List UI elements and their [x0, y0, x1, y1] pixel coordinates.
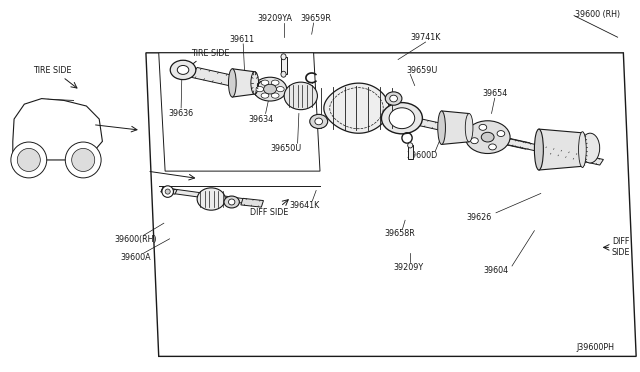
Polygon shape [161, 187, 244, 203]
Ellipse shape [261, 93, 269, 98]
Polygon shape [324, 83, 389, 133]
Polygon shape [478, 133, 604, 165]
Text: 39600A: 39600A [120, 253, 151, 262]
Text: 39654: 39654 [482, 89, 508, 98]
Circle shape [11, 142, 47, 178]
Ellipse shape [381, 103, 422, 134]
Ellipse shape [489, 144, 497, 150]
Circle shape [17, 148, 40, 171]
Ellipse shape [170, 60, 196, 80]
Ellipse shape [389, 108, 415, 129]
Text: 39658R: 39658R [385, 229, 415, 238]
Ellipse shape [261, 80, 269, 85]
Text: J39600PH: J39600PH [577, 343, 614, 352]
Ellipse shape [281, 54, 286, 60]
Ellipse shape [580, 133, 600, 163]
Ellipse shape [271, 93, 279, 98]
Circle shape [72, 148, 95, 171]
Ellipse shape [479, 124, 486, 130]
Ellipse shape [276, 87, 284, 92]
Text: 39626: 39626 [466, 213, 492, 222]
Polygon shape [159, 53, 320, 171]
Text: 39209YA: 39209YA [258, 14, 292, 23]
Ellipse shape [251, 72, 259, 94]
Ellipse shape [197, 188, 225, 210]
Ellipse shape [481, 132, 494, 142]
Ellipse shape [465, 121, 510, 154]
Circle shape [65, 142, 101, 178]
Ellipse shape [390, 95, 397, 102]
Ellipse shape [385, 92, 402, 105]
Polygon shape [408, 145, 413, 159]
Ellipse shape [271, 80, 279, 85]
Ellipse shape [534, 129, 543, 170]
Polygon shape [442, 111, 469, 144]
Polygon shape [191, 67, 240, 87]
Ellipse shape [315, 118, 323, 125]
Polygon shape [146, 53, 636, 356]
Ellipse shape [264, 84, 276, 94]
Ellipse shape [579, 132, 586, 167]
Text: 39659R: 39659R [301, 14, 332, 23]
Text: 39634: 39634 [248, 115, 274, 124]
Text: 39641K: 39641K [289, 201, 320, 210]
Ellipse shape [228, 199, 235, 205]
Ellipse shape [281, 71, 286, 77]
Ellipse shape [310, 114, 328, 128]
Polygon shape [539, 129, 582, 170]
Text: 39650U: 39650U [271, 144, 301, 153]
Text: 39659U: 39659U [406, 66, 438, 75]
Text: 39600(RH): 39600(RH) [115, 235, 157, 244]
Polygon shape [13, 99, 102, 160]
Ellipse shape [470, 138, 478, 144]
Ellipse shape [438, 111, 445, 144]
Circle shape [162, 186, 173, 197]
Ellipse shape [256, 87, 264, 92]
Text: DIFF: DIFF [612, 237, 630, 246]
Polygon shape [232, 69, 255, 97]
Ellipse shape [177, 65, 189, 74]
Text: TIRE SIDE: TIRE SIDE [191, 49, 229, 58]
Ellipse shape [497, 131, 505, 137]
Polygon shape [241, 198, 264, 207]
Text: SIDE: SIDE [612, 248, 630, 257]
Text: DIFF SIDE: DIFF SIDE [250, 208, 288, 217]
Text: 39604: 39604 [483, 266, 509, 275]
Ellipse shape [284, 82, 317, 110]
Ellipse shape [408, 143, 413, 148]
Circle shape [165, 189, 170, 194]
Ellipse shape [228, 69, 236, 97]
Text: 39741K: 39741K [410, 33, 441, 42]
Text: 39600 (RH): 39600 (RH) [575, 10, 620, 19]
Polygon shape [281, 57, 287, 74]
Text: TIRE SIDE: TIRE SIDE [33, 66, 72, 75]
Ellipse shape [253, 77, 287, 101]
Text: 39600D: 39600D [407, 151, 438, 160]
Text: 39611: 39611 [229, 35, 255, 44]
Ellipse shape [465, 113, 473, 142]
Ellipse shape [224, 196, 239, 208]
Text: 39636: 39636 [168, 109, 194, 118]
Text: 39209Y: 39209Y [393, 263, 424, 272]
Polygon shape [161, 187, 177, 194]
Polygon shape [398, 115, 530, 149]
